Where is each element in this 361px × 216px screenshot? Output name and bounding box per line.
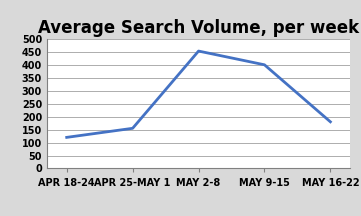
Title: Average Search Volume, per week: Average Search Volume, per week [38, 19, 359, 37]
